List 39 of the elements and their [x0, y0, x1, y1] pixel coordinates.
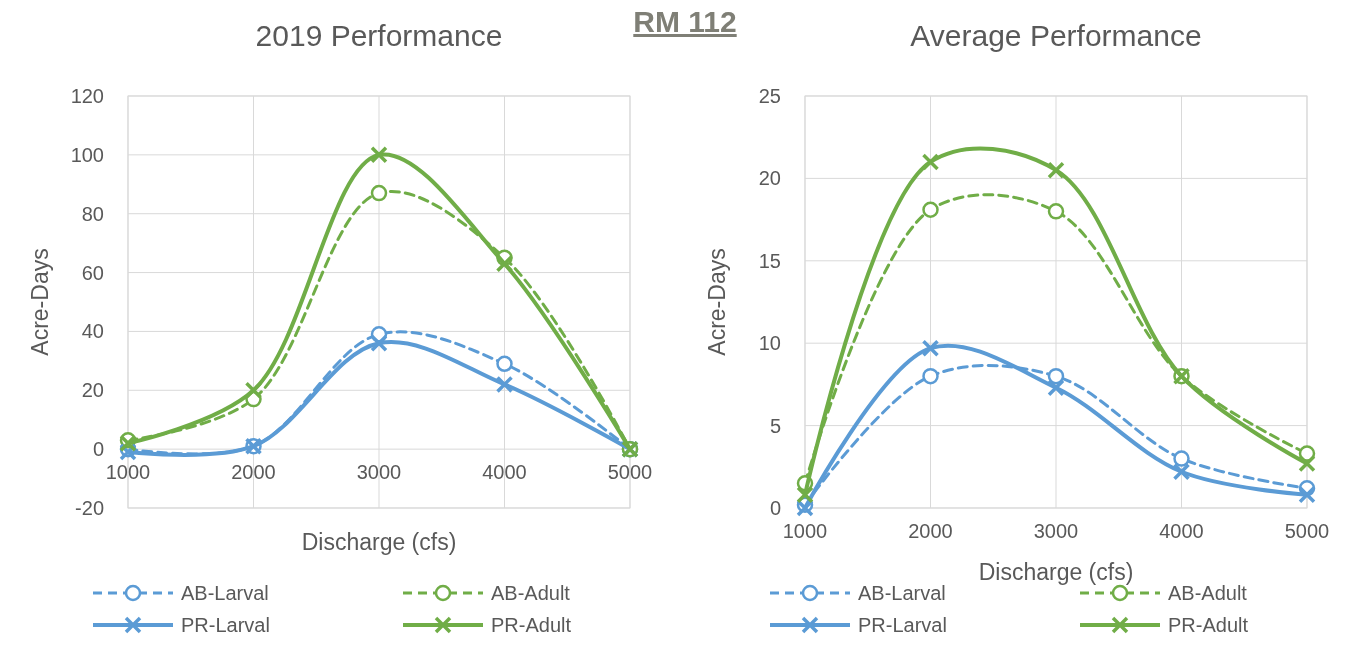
y-tick-label: 15 — [758, 249, 781, 272]
x-tick-label: 3000 — [1033, 520, 1079, 542]
y-tick-label: 100 — [70, 143, 104, 166]
legend-label: AB-Adult — [1168, 582, 1248, 604]
y-tick-label: 20 — [81, 379, 104, 402]
y-tick-label: 60 — [81, 261, 104, 284]
y-tick-label: 0 — [92, 438, 104, 461]
y-axis-title: Acre-Days — [704, 248, 730, 356]
y-tick-label: -20 — [75, 497, 104, 519]
x-tick-label: 4000 — [1159, 520, 1204, 542]
legend-label: AB-Larval — [181, 582, 269, 604]
y-tick-label: 5 — [769, 414, 781, 437]
y-tick-label: 10 — [758, 332, 781, 355]
x-tick-label: 2000 — [908, 520, 953, 542]
x-tick-label: 4000 — [482, 461, 527, 484]
chart-title: Average Performance — [910, 19, 1202, 52]
x-tick-label: 5000 — [1284, 520, 1330, 542]
legend-label: AB-Adult — [491, 582, 571, 604]
chart-title: 2019 Performance — [255, 19, 503, 52]
legend-label: PR-Larval — [858, 614, 947, 636]
y-tick-label: 120 — [70, 85, 104, 107]
x-axis-title: Discharge (cfs) — [978, 559, 1134, 585]
y-axis-title: Acre-Days — [27, 248, 53, 356]
x-tick-label: 5000 — [607, 461, 653, 484]
legend-label: PR-Larval — [181, 614, 270, 636]
y-tick-label: 25 — [758, 85, 781, 107]
x-axis-title: Discharge (cfs) — [301, 529, 457, 555]
x-tick-label: 2000 — [231, 461, 276, 484]
x-tick-label: 1000 — [782, 520, 828, 542]
legend-label: AB-Larval — [858, 582, 946, 604]
x-tick-label: 1000 — [105, 461, 151, 484]
text: RM 112 — [633, 5, 737, 38]
y-tick-label: 0 — [769, 497, 781, 519]
legend-label: PR-Adult — [491, 614, 572, 636]
y-tick-label: 80 — [81, 202, 104, 225]
y-tick-label: 40 — [81, 320, 104, 343]
x-tick-label: 3000 — [356, 461, 402, 484]
y-tick-label: 20 — [758, 167, 781, 190]
legend-label: PR-Adult — [1168, 614, 1249, 636]
